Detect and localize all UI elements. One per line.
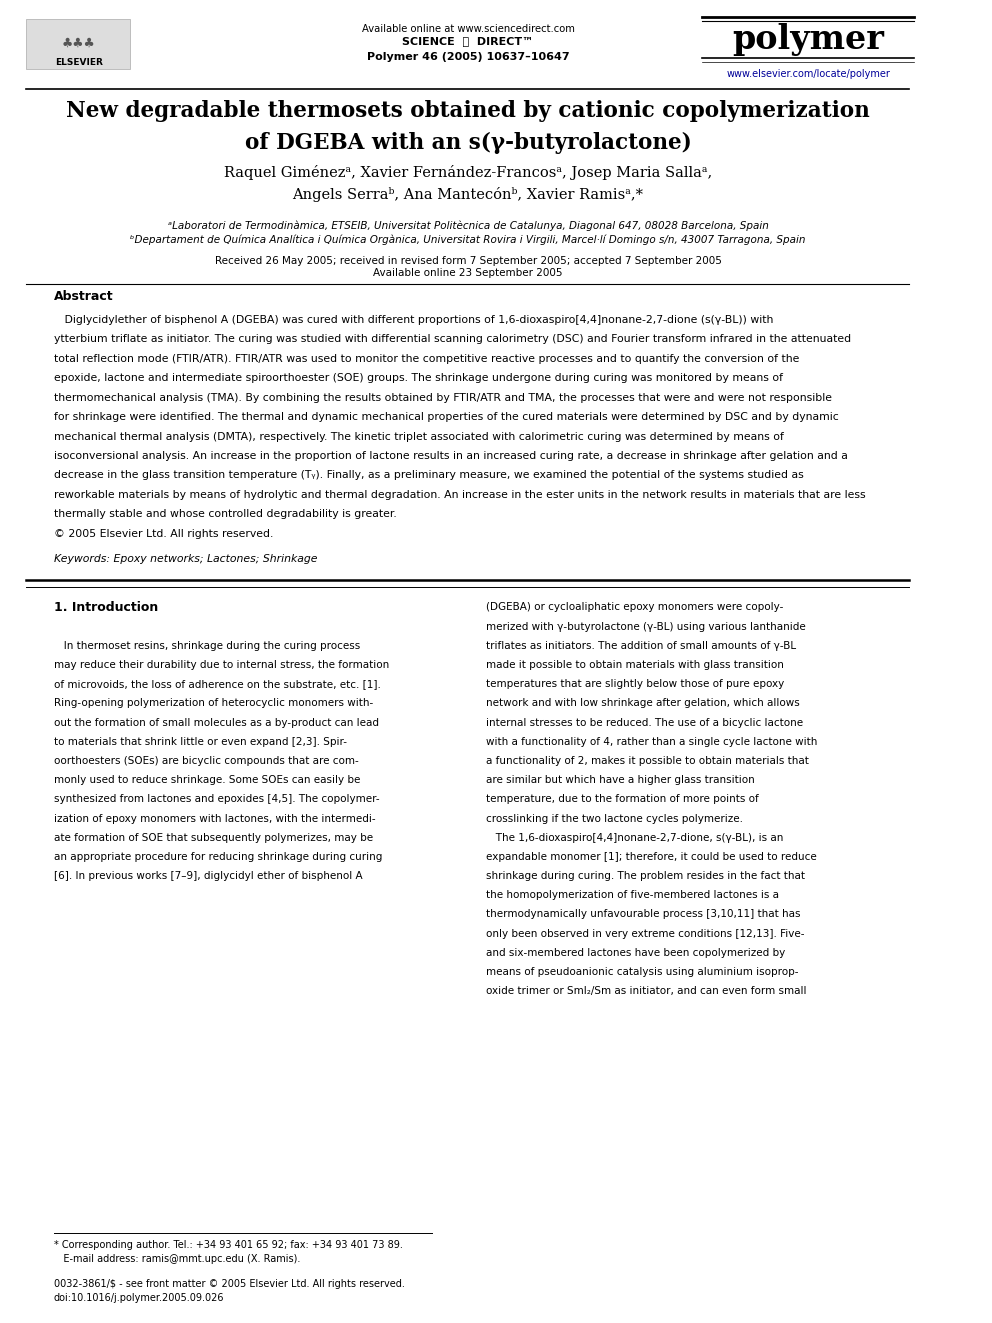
Text: mechanical thermal analysis (DMTA), respectively. The kinetic triplet associated: mechanical thermal analysis (DMTA), resp… <box>54 431 784 442</box>
Text: doi:10.1016/j.polymer.2005.09.026: doi:10.1016/j.polymer.2005.09.026 <box>54 1293 224 1303</box>
Text: © 2005 Elsevier Ltd. All rights reserved.: © 2005 Elsevier Ltd. All rights reserved… <box>54 529 273 538</box>
Text: ᵇDepartament de Química Analítica i Química Orgànica, Universitat Rovira i Virgi: ᵇDepartament de Química Analítica i Quím… <box>130 234 806 245</box>
Text: merized with γ-butyrolactone (γ-BL) using various lanthanide: merized with γ-butyrolactone (γ-BL) usin… <box>486 622 806 631</box>
Text: monly used to reduce shrinkage. Some SOEs can easily be: monly used to reduce shrinkage. Some SOE… <box>54 775 360 785</box>
Text: oxide trimer or SmI₂/Sm as initiator, and can even form small: oxide trimer or SmI₂/Sm as initiator, an… <box>486 986 806 996</box>
Text: expandable monomer [1]; therefore, it could be used to reduce: expandable monomer [1]; therefore, it co… <box>486 852 816 861</box>
Text: E-mail address: ramis@mmt.upc.edu (X. Ramis).: E-mail address: ramis@mmt.upc.edu (X. Ra… <box>54 1254 300 1265</box>
Text: are similar but which have a higher glass transition: are similar but which have a higher glas… <box>486 775 755 785</box>
Text: isoconversional analysis. An increase in the proportion of lactone results in an: isoconversional analysis. An increase in… <box>54 451 847 460</box>
Text: (DGEBA) or cycloaliphatic epoxy monomers were copoly-: (DGEBA) or cycloaliphatic epoxy monomers… <box>486 602 784 613</box>
Text: ♣♣♣: ♣♣♣ <box>62 37 95 50</box>
Text: epoxide, lactone and intermediate spiroorthoester (SOE) groups. The shrinkage un: epoxide, lactone and intermediate spiroo… <box>54 373 783 384</box>
Text: and six-membered lactones have been copolymerized by: and six-membered lactones have been copo… <box>486 947 786 958</box>
Text: made it possible to obtain materials with glass transition: made it possible to obtain materials wit… <box>486 660 784 669</box>
Text: New degradable thermosets obtained by cationic copolymerization
of DGEBA with an: New degradable thermosets obtained by ca… <box>66 101 870 153</box>
Text: ᵃLaboratori de Termodinàmica, ETSEIB, Universitat Politècnica de Catalunya, Diag: ᵃLaboratori de Termodinàmica, ETSEIB, Un… <box>168 221 769 232</box>
Text: of microvoids, the loss of adherence on the substrate, etc. [1].: of microvoids, the loss of adherence on … <box>54 679 380 689</box>
Text: ate formation of SOE that subsequently polymerizes, may be: ate formation of SOE that subsequently p… <box>54 832 373 843</box>
Text: shrinkage during curing. The problem resides in the fact that: shrinkage during curing. The problem res… <box>486 871 805 881</box>
Text: Polymer 46 (2005) 10637–10647: Polymer 46 (2005) 10637–10647 <box>367 52 569 62</box>
Text: Abstract: Abstract <box>54 290 113 303</box>
Text: Received 26 May 2005; received in revised form 7 September 2005; accepted 7 Sept: Received 26 May 2005; received in revise… <box>214 255 721 266</box>
Text: SCIENCE  ⓓ  DIRECT™: SCIENCE ⓓ DIRECT™ <box>403 37 534 48</box>
Text: Raquel Giménezᵃ, Xavier Fernández-Francosᵃ, Josep Maria Sallaᵃ,
Angels Serraᵇ, A: Raquel Giménezᵃ, Xavier Fernández-Franco… <box>224 165 712 202</box>
Text: The 1,6-dioxaspiro[4,4]nonane-2,7-dione, s(γ-BL), is an: The 1,6-dioxaspiro[4,4]nonane-2,7-dione,… <box>486 832 784 843</box>
Text: an appropriate procedure for reducing shrinkage during curing: an appropriate procedure for reducing sh… <box>54 852 382 861</box>
Text: oorthoesters (SOEs) are bicyclic compounds that are com-: oorthoesters (SOEs) are bicyclic compoun… <box>54 755 358 766</box>
Text: Ring-opening polymerization of heterocyclic monomers with-: Ring-opening polymerization of heterocyc… <box>54 699 373 708</box>
Text: triflates as initiators. The addition of small amounts of γ-BL: triflates as initiators. The addition of… <box>486 640 797 651</box>
Text: to materials that shrink little or even expand [2,3]. Spir-: to materials that shrink little or even … <box>54 737 346 746</box>
Text: * Corresponding author. Tel.: +34 93 401 65 92; fax: +34 93 401 73 89.: * Corresponding author. Tel.: +34 93 401… <box>54 1240 403 1250</box>
Text: [6]. In previous works [7–9], diglycidyl ether of bisphenol A: [6]. In previous works [7–9], diglycidyl… <box>54 871 362 881</box>
Text: reworkable materials by means of hydrolytic and thermal degradation. An increase: reworkable materials by means of hydroly… <box>54 490 865 500</box>
Text: the homopolymerization of five-membered lactones is a: the homopolymerization of five-membered … <box>486 890 779 900</box>
Text: with a functionality of 4, rather than a single cycle lactone with: with a functionality of 4, rather than a… <box>486 737 817 746</box>
Text: a functionality of 2, makes it possible to obtain materials that: a functionality of 2, makes it possible … <box>486 755 808 766</box>
Text: polymer: polymer <box>732 24 885 56</box>
Text: temperature, due to the formation of more points of: temperature, due to the formation of mor… <box>486 794 759 804</box>
Text: thermodynamically unfavourable process [3,10,11] that has: thermodynamically unfavourable process [… <box>486 909 801 919</box>
Text: Available online 23 September 2005: Available online 23 September 2005 <box>373 267 562 278</box>
Text: Diglycidylether of bisphenol A (DGEBA) was cured with different proportions of 1: Diglycidylether of bisphenol A (DGEBA) w… <box>54 315 773 325</box>
Text: 0032-3861/$ - see front matter © 2005 Elsevier Ltd. All rights reserved.: 0032-3861/$ - see front matter © 2005 El… <box>54 1279 405 1290</box>
Bar <box>27 19 130 69</box>
Text: Available online at www.sciencedirect.com: Available online at www.sciencedirect.co… <box>361 24 574 34</box>
Text: only been observed in very extreme conditions [12,13]. Five-: only been observed in very extreme condi… <box>486 929 805 938</box>
Text: thermomechanical analysis (TMA). By combining the results obtained by FTIR/ATR a: thermomechanical analysis (TMA). By comb… <box>54 393 831 402</box>
Text: Keywords: Epoxy networks; Lactones; Shrinkage: Keywords: Epoxy networks; Lactones; Shri… <box>54 553 317 564</box>
Text: temperatures that are slightly below those of pure epoxy: temperatures that are slightly below tho… <box>486 679 785 689</box>
Text: thermally stable and whose controlled degradability is greater.: thermally stable and whose controlled de… <box>54 509 396 520</box>
Text: means of pseudoanionic catalysis using aluminium isoprop-: means of pseudoanionic catalysis using a… <box>486 967 799 976</box>
Text: total reflection mode (FTIR/ATR). FTIR/ATR was used to monitor the competitive r: total reflection mode (FTIR/ATR). FTIR/A… <box>54 353 799 364</box>
Text: ytterbium triflate as initiator. The curing was studied with differential scanni: ytterbium triflate as initiator. The cur… <box>54 335 850 344</box>
Text: 1. Introduction: 1. Introduction <box>54 601 158 614</box>
Text: may reduce their durability due to internal stress, the formation: may reduce their durability due to inter… <box>54 660 389 669</box>
Text: internal stresses to be reduced. The use of a bicyclic lactone: internal stresses to be reduced. The use… <box>486 717 804 728</box>
Text: www.elsevier.com/locate/polymer: www.elsevier.com/locate/polymer <box>726 69 891 79</box>
Text: In thermoset resins, shrinkage during the curing process: In thermoset resins, shrinkage during th… <box>54 640 360 651</box>
Text: ization of epoxy monomers with lactones, with the intermedi-: ization of epoxy monomers with lactones,… <box>54 814 375 823</box>
Text: ELSEVIER: ELSEVIER <box>55 58 103 66</box>
Text: decrease in the glass transition temperature (Tᵧ). Finally, as a preliminary mea: decrease in the glass transition tempera… <box>54 471 804 480</box>
Text: synthesized from lactones and epoxides [4,5]. The copolymer-: synthesized from lactones and epoxides [… <box>54 794 379 804</box>
Text: crosslinking if the two lactone cycles polymerize.: crosslinking if the two lactone cycles p… <box>486 814 743 823</box>
Text: for shrinkage were identified. The thermal and dynamic mechanical properties of : for shrinkage were identified. The therm… <box>54 413 838 422</box>
Text: network and with low shrinkage after gelation, which allows: network and with low shrinkage after gel… <box>486 699 800 708</box>
Text: out the formation of small molecules as a by-product can lead: out the formation of small molecules as … <box>54 717 379 728</box>
